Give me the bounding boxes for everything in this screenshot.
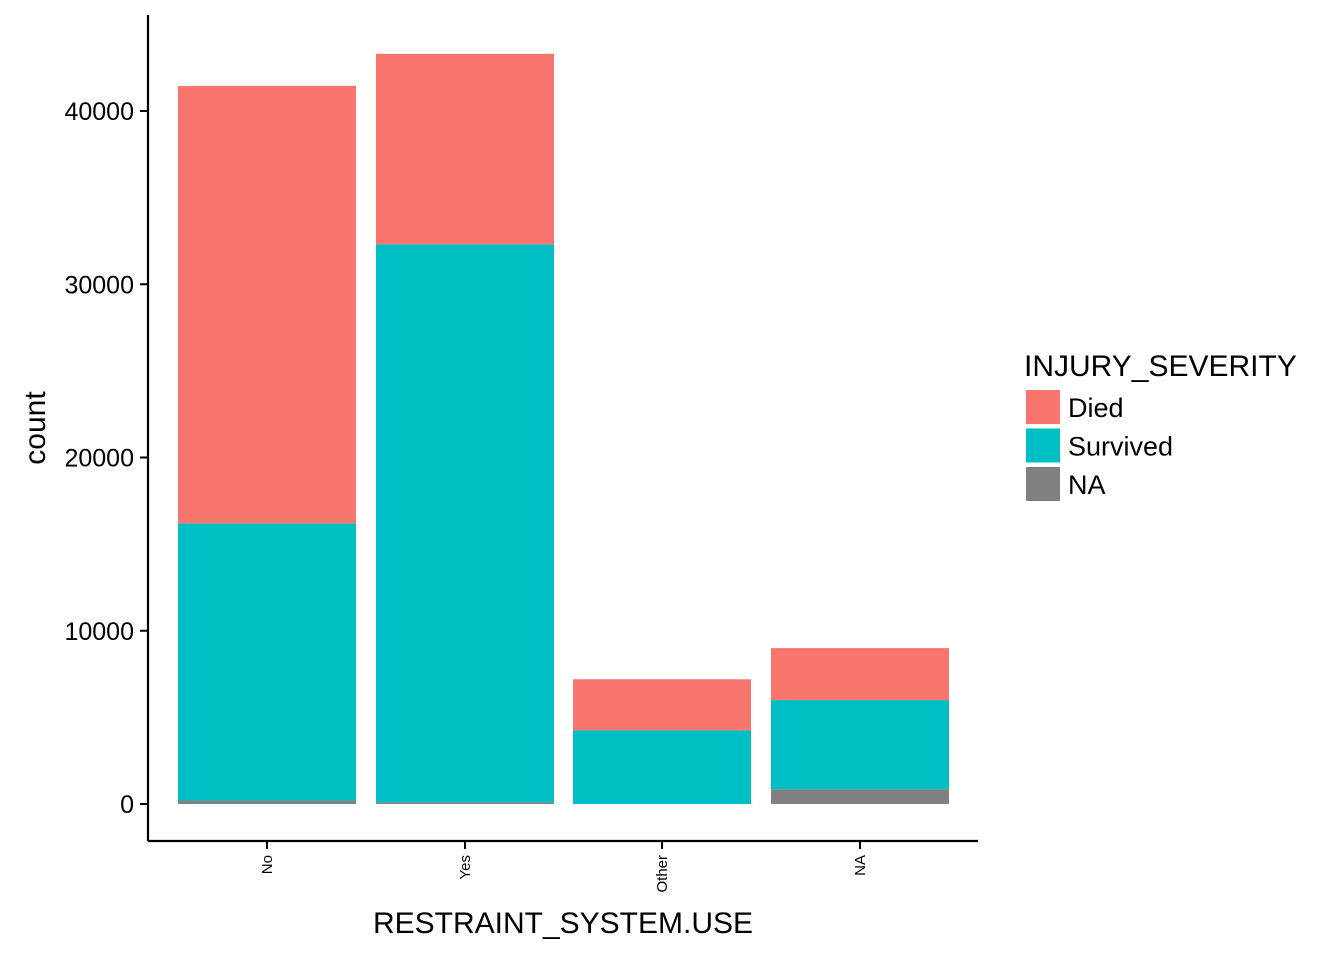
legend-label-na: NA — [1068, 470, 1106, 500]
bar-other-survived — [573, 730, 751, 804]
bar-yes-na — [376, 802, 554, 804]
y-tick-label: 10000 — [64, 618, 134, 646]
legend-label-survived: Survived — [1068, 432, 1173, 462]
y-tick-label: 0 — [120, 791, 134, 819]
bar-na-na — [771, 789, 949, 804]
x-tick-label: Other — [654, 855, 671, 893]
y-tick-label: 40000 — [64, 98, 134, 126]
x-axis: No Yes Other NA — [148, 839, 978, 893]
legend-key-survived — [1026, 428, 1060, 463]
bar-other-died — [573, 679, 751, 731]
x-axis-title: RESTRAINT_SYSTEM.USE — [373, 907, 753, 940]
bar-no-survived — [178, 523, 356, 801]
legend-title: INJURY_SEVERITY — [1024, 350, 1297, 383]
x-tick-label: NA — [852, 855, 869, 876]
y-tick-label: 20000 — [64, 445, 134, 473]
y-axis-title: count — [19, 391, 52, 465]
bar-no-na — [178, 800, 356, 804]
bars-layer — [178, 53, 949, 804]
y-tick-label: 30000 — [64, 271, 134, 299]
y-axis: 0 10000 20000 30000 40000 — [64, 15, 150, 841]
bar-na-died — [771, 648, 949, 701]
legend-label-died: Died — [1068, 393, 1124, 423]
bar-na-survived — [771, 700, 949, 790]
legend-key-na — [1026, 467, 1060, 501]
x-tick-label: Yes — [457, 855, 474, 879]
bar-yes-died — [376, 53, 554, 245]
bar-yes-survived — [376, 244, 554, 803]
x-tick-label: No — [259, 855, 276, 874]
bar-no-died — [178, 85, 356, 524]
legend: INJURY_SEVERITY Died Survived NA — [1024, 350, 1297, 501]
legend-key-died — [1026, 390, 1060, 424]
